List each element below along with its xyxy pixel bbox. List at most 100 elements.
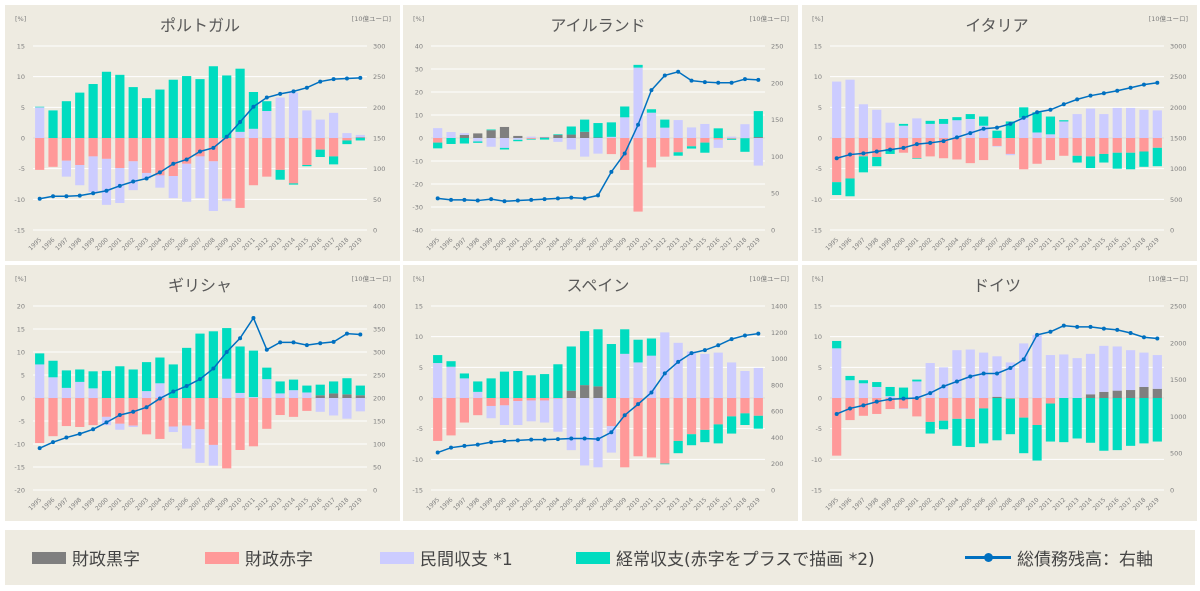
x-tick-label: 2001 <box>505 496 521 512</box>
bar-deficit <box>433 398 443 441</box>
chart-panel-germany: ドイツ [%] [10億ユーロ] -15 -10 -5 0 5 10 15 0 500 1000 1500… <box>802 265 1197 521</box>
x-tick-label: 2016 <box>706 236 722 252</box>
bar-current <box>433 355 443 364</box>
bar-deficit <box>513 398 523 402</box>
right-axis-unit: [10億ユーロ] <box>750 14 789 23</box>
x-tick-label: 2003 <box>931 496 947 512</box>
y-tick-label: 0 <box>419 135 423 143</box>
bar-current <box>593 123 603 138</box>
debt-point <box>291 89 296 94</box>
debt-point <box>1035 332 1040 337</box>
debt-point <box>1075 324 1080 329</box>
bar-deficit <box>61 138 71 161</box>
bar-deficit <box>553 398 563 399</box>
y2-tick-label: 100 <box>771 153 783 161</box>
bar-current <box>979 408 989 444</box>
y2-tick-label: 300 <box>373 43 385 51</box>
bar-current <box>48 110 58 138</box>
y2-tick-label: 1200 <box>771 329 788 337</box>
debt-point <box>529 437 534 442</box>
bar-surplus <box>1099 391 1109 398</box>
bar-private <box>620 117 630 138</box>
y-tick-label: -15 <box>811 487 822 495</box>
bar-deficit <box>606 398 616 427</box>
bar-surplus <box>329 393 339 398</box>
debt-point <box>1048 329 1053 334</box>
y-tick-label: 10 <box>814 333 822 341</box>
y-tick-label: -20 <box>412 181 423 189</box>
y-tick-label: -10 <box>14 196 25 204</box>
y2-tick-label: 600 <box>771 408 783 416</box>
x-tick-label: 2011 <box>1038 236 1054 252</box>
bar-surplus <box>539 137 550 138</box>
x-tick-label: 2005 <box>559 236 575 252</box>
y-tick-label: 20 <box>415 89 423 97</box>
x-tick-label: 2016 <box>1105 236 1121 252</box>
debt-point <box>64 435 69 440</box>
bar-deficit <box>262 398 272 429</box>
y2-tick-label: 400 <box>771 434 783 442</box>
y-tick-label: -15 <box>412 487 423 495</box>
bar-current <box>646 109 657 113</box>
bar-private <box>686 127 697 138</box>
bar-deficit <box>686 398 697 435</box>
bar-current <box>566 346 576 391</box>
bar-private <box>302 392 312 398</box>
bar-current <box>872 382 882 387</box>
bar-current <box>222 75 232 138</box>
debt-point <box>1035 110 1040 115</box>
debt-point <box>449 197 454 202</box>
x-tick-label: 2012 <box>652 236 668 252</box>
bar-current <box>513 371 523 398</box>
x-tick-label: 2019 <box>348 236 364 252</box>
y-tick-label: -10 <box>14 441 25 449</box>
bar-private <box>182 163 192 202</box>
bar-current <box>342 378 352 395</box>
y-tick-label: 5 <box>818 364 822 372</box>
bar-current <box>1152 147 1162 167</box>
debt-point <box>77 431 82 436</box>
debt-point <box>435 450 440 455</box>
bar-current <box>606 344 616 398</box>
bar-current <box>898 387 909 398</box>
bar-private <box>753 138 763 166</box>
bar-private <box>938 123 949 138</box>
x-tick-label: 2007 <box>188 496 204 512</box>
debt-point <box>1008 365 1013 370</box>
bar-current <box>1005 121 1015 138</box>
y2-tick-label: 0 <box>771 487 775 495</box>
bar-private <box>898 408 909 410</box>
bar-deficit <box>727 138 737 139</box>
bar-current <box>606 122 616 137</box>
chart-title: ギリシャ <box>168 276 232 295</box>
x-tick-label: 2015 <box>1092 236 1108 252</box>
y-tick-label: -15 <box>14 464 25 472</box>
debt-point <box>358 75 363 80</box>
bar-deficit <box>858 138 868 157</box>
debt-point <box>928 391 933 396</box>
bar-surplus <box>1085 394 1096 398</box>
bar-deficit <box>713 138 723 140</box>
x-tick-label: 2001 <box>107 236 123 252</box>
bar-deficit <box>1112 138 1122 153</box>
debt-point <box>1141 82 1146 87</box>
bar-current <box>1112 152 1122 169</box>
bar-current <box>700 142 710 153</box>
debt-point <box>211 145 216 150</box>
bar-deficit <box>885 138 895 150</box>
debt-point <box>729 80 734 85</box>
bar-current <box>288 379 299 391</box>
x-tick-label: 2015 <box>295 496 311 512</box>
x-tick-label: 2009 <box>1011 496 1027 512</box>
bar-surplus <box>753 137 763 138</box>
bar-deficit <box>168 138 178 177</box>
debt-point <box>104 188 109 193</box>
x-tick-label: 2016 <box>308 496 324 512</box>
bar-current <box>912 158 922 159</box>
bar-private <box>646 355 657 398</box>
debt-point <box>331 339 336 344</box>
bar-current <box>912 379 922 382</box>
debt-point <box>914 142 919 147</box>
bar-current <box>753 111 763 138</box>
x-tick-label: 2014 <box>281 236 297 252</box>
